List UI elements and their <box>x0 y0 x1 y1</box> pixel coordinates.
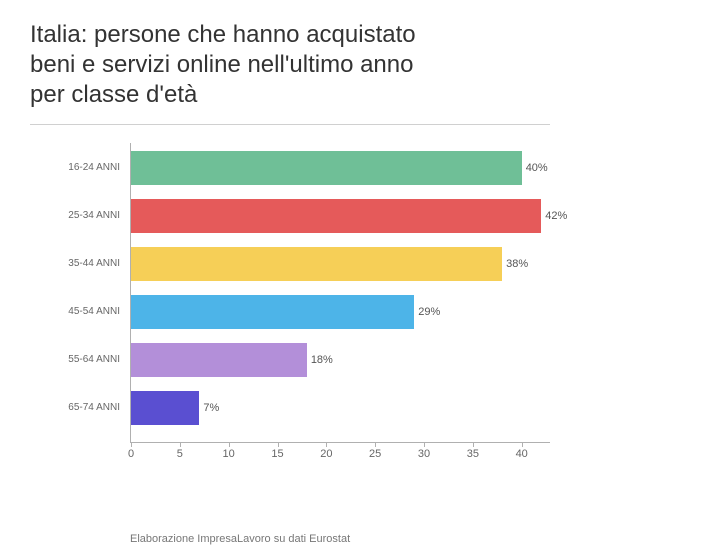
bar-value-label: 42% <box>545 210 567 222</box>
category-label: 55-64 ANNI <box>40 354 120 365</box>
bar-row: 18% <box>131 343 333 377</box>
x-tick-mark <box>229 442 230 447</box>
bar-value-label: 40% <box>526 162 548 174</box>
category-label: 65-74 ANNI <box>40 402 120 413</box>
x-tick-label: 20 <box>320 448 332 460</box>
bar-row: 29% <box>131 295 440 329</box>
x-tick-mark <box>424 442 425 447</box>
bar <box>131 199 541 233</box>
x-tick-label: 40 <box>516 448 528 460</box>
x-tick-mark <box>522 442 523 447</box>
bar-row: 7% <box>131 391 219 425</box>
category-label: 45-54 ANNI <box>40 306 120 317</box>
bar-value-label: 18% <box>311 354 333 366</box>
x-tick-label: 10 <box>223 448 235 460</box>
x-tick-label: 0 <box>128 448 134 460</box>
x-tick-label: 35 <box>467 448 479 460</box>
x-tick-label: 5 <box>177 448 183 460</box>
x-tick-mark <box>180 442 181 447</box>
bar-value-label: 38% <box>506 258 528 270</box>
chart-area: 40%42%38%29%18%7%0510152025303540 16-24 … <box>30 143 550 483</box>
bar <box>131 151 522 185</box>
bar-row: 38% <box>131 247 528 281</box>
x-tick-label: 30 <box>418 448 430 460</box>
bar-row: 42% <box>131 199 567 233</box>
x-tick-mark <box>473 442 474 447</box>
category-label: 16-24 ANNI <box>40 162 120 173</box>
chart-title: Italia: persone che hanno acquistato ben… <box>30 20 450 110</box>
bar-row: 40% <box>131 151 548 185</box>
source-note: Elaborazione ImpresaLavoro su dati Euros… <box>130 533 695 545</box>
x-tick-label: 15 <box>271 448 283 460</box>
bar-value-label: 7% <box>203 402 219 414</box>
plot-area: 40%42%38%29%18%7%0510152025303540 <box>130 143 550 443</box>
category-label: 35-44 ANNI <box>40 258 120 269</box>
category-label: 25-34 ANNI <box>40 210 120 221</box>
bar-value-label: 29% <box>418 306 440 318</box>
bar <box>131 343 307 377</box>
x-tick-mark <box>278 442 279 447</box>
bar <box>131 391 199 425</box>
x-tick-mark <box>375 442 376 447</box>
bar <box>131 247 502 281</box>
title-divider <box>30 124 550 125</box>
x-tick-mark <box>131 442 132 447</box>
chart-container: Italia: persone che hanno acquistato ben… <box>0 0 725 523</box>
x-tick-mark <box>326 442 327 447</box>
x-tick-label: 25 <box>369 448 381 460</box>
bar <box>131 295 414 329</box>
